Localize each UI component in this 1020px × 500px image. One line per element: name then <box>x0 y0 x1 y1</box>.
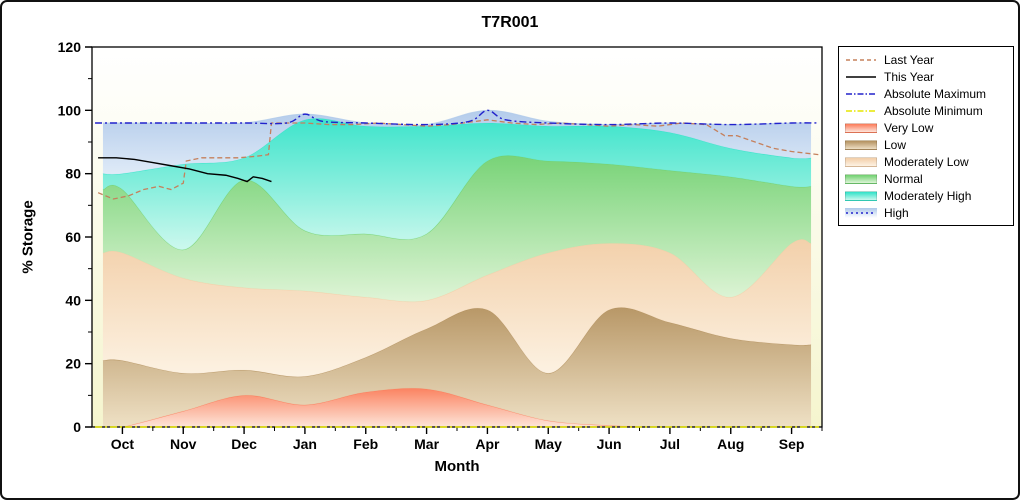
x-tick-label: Nov <box>170 436 197 452</box>
legend-key-high <box>845 207 877 218</box>
x-tick-label: Jul <box>660 436 680 452</box>
y-tick-label: 20 <box>65 356 81 372</box>
legend-label: Absolute Maximum <box>884 86 987 101</box>
legend-line-sample <box>846 211 876 214</box>
legend-label: This Year <box>884 69 935 84</box>
legend-item-very-low: Very Low <box>845 119 1007 136</box>
legend-line-sample <box>846 92 876 95</box>
y-tick-label: 0 <box>73 419 81 435</box>
legend: Last Year This Year Absolute Maximum Absolu… <box>838 46 1014 226</box>
band-low <box>102 307 812 427</box>
legend-item-moderately-low: Moderately Low <box>845 153 1007 170</box>
x-tick-label: Jun <box>597 436 622 452</box>
x-tick-label: Apr <box>475 436 500 452</box>
last-year-line <box>97 119 820 200</box>
legend-key-very-low <box>845 122 877 133</box>
x-tick-label: Aug <box>717 436 744 452</box>
x-tick-label: Mar <box>414 436 439 452</box>
legend-item-normal: Normal <box>845 170 1007 187</box>
legend-key-moderately-high <box>845 190 877 201</box>
legend-item-last-year: Last Year <box>845 51 1007 68</box>
legend-label: Moderately Low <box>884 154 969 169</box>
legend-label: Low <box>884 137 907 152</box>
legend-item-moderately-high: Moderately High <box>845 187 1007 204</box>
band-very-low <box>102 388 812 427</box>
x-tick-label: Oct <box>111 436 135 452</box>
x-tick-label: Sep <box>779 436 805 452</box>
legend-item-absolute-maximum: Absolute Maximum <box>845 85 1007 102</box>
x-axis-label: Month <box>434 458 480 475</box>
legend-label: Very Low <box>884 120 934 135</box>
legend-key-this-year <box>845 72 877 82</box>
legend-label: Normal <box>884 171 923 186</box>
legend-item-this-year: This Year <box>845 68 1007 85</box>
band-moderately-high <box>102 118 812 250</box>
x-tick-label: Feb <box>353 436 378 452</box>
legend-key-last-year <box>845 55 877 65</box>
x-tick-label: Dec <box>231 436 257 452</box>
band-normal <box>102 155 812 302</box>
absolute-maximum-line <box>95 109 819 126</box>
this-year-line <box>98 157 272 183</box>
y-tick-label: 120 <box>58 39 82 55</box>
legend-label: High <box>884 205 909 220</box>
legend-key-moderately-low <box>845 156 877 167</box>
legend-key-absolute-minimum <box>845 106 877 116</box>
legend-line-sample <box>846 109 876 112</box>
legend-key-normal <box>845 173 877 184</box>
legend-label: Absolute Minimum <box>884 103 983 118</box>
legend-key-absolute-maximum <box>845 89 877 99</box>
legend-item-low: Low <box>845 136 1007 153</box>
band-high <box>102 110 812 175</box>
legend-key-low <box>845 139 877 150</box>
y-tick-label: 60 <box>65 229 81 245</box>
legend-label: Moderately High <box>884 188 972 203</box>
legend-label: Last Year <box>884 52 935 67</box>
y-tick-label: 80 <box>65 166 81 182</box>
legend-item-high: High <box>845 204 1007 221</box>
band-moderately-low <box>102 239 812 377</box>
legend-line-sample <box>846 75 876 78</box>
chart-title: T7R001 <box>481 14 539 31</box>
y-tick-label: 40 <box>65 292 81 308</box>
x-tick-label: May <box>535 436 562 452</box>
legend-line-sample <box>846 58 876 61</box>
x-tick-label: Jan <box>293 436 317 452</box>
y-tick-label: 100 <box>58 102 82 118</box>
legend-item-absolute-minimum: Absolute Minimum <box>845 102 1007 119</box>
